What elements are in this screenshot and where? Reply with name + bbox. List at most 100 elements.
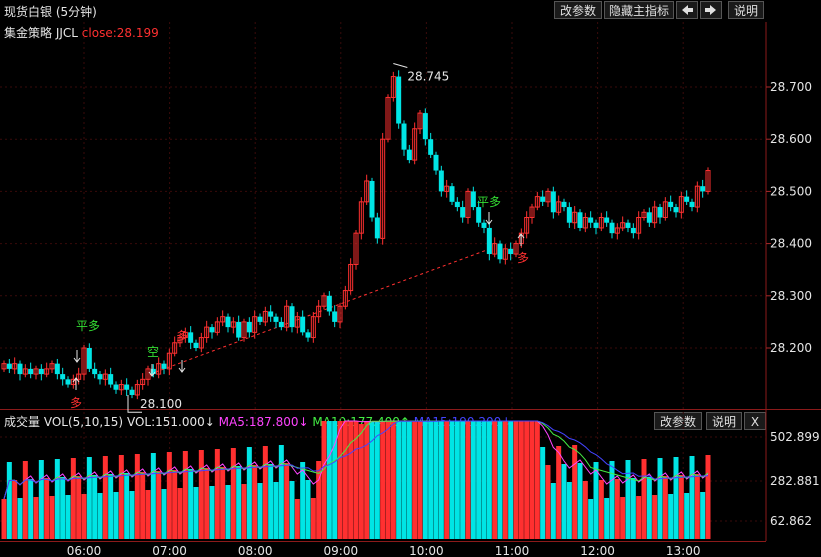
volume-bar — [694, 474, 700, 539]
candle-body — [481, 222, 487, 228]
price-axis-label: 28.600 — [770, 132, 812, 146]
volume-bar — [705, 455, 711, 539]
candle-body — [220, 316, 226, 323]
candle-body — [134, 384, 140, 396]
candle-body — [44, 368, 50, 375]
volume-bar — [588, 499, 594, 539]
volume-bar — [182, 451, 188, 539]
candle-body — [609, 222, 615, 234]
volume-bar — [684, 493, 690, 539]
candle-body — [257, 316, 263, 322]
signal-label: 多 — [176, 329, 188, 343]
candle-body — [406, 149, 412, 161]
volume-bar — [470, 421, 476, 539]
volume-bar — [428, 421, 434, 539]
candle-body — [33, 368, 39, 375]
time-axis-label: 12:00 — [580, 544, 615, 557]
volume-bar — [246, 447, 252, 539]
candle-body — [593, 222, 599, 228]
signal-arrow-head — [73, 357, 81, 363]
candle-body — [614, 227, 620, 234]
signal-arrow-head — [485, 219, 493, 225]
candle-body — [358, 201, 364, 234]
volume-ma-lines — [3, 420, 709, 500]
volume-bar — [150, 453, 156, 539]
candle-body — [60, 374, 66, 380]
candle-body — [561, 201, 567, 208]
volume-help-button[interactable]: 说明 — [706, 412, 742, 430]
volume-bar — [353, 421, 359, 539]
volume-bar — [204, 468, 210, 539]
volume-bar — [380, 421, 386, 539]
candle-body — [524, 217, 530, 234]
volume-bar — [337, 421, 343, 539]
candle-body — [380, 138, 386, 239]
signal-arrow-head — [178, 367, 186, 373]
candle-body — [646, 212, 652, 223]
high-annotation-line — [393, 63, 408, 68]
candle-body — [641, 211, 647, 218]
change-params-button[interactable]: 改参数 — [554, 1, 602, 19]
volume-bar — [417, 421, 423, 539]
volume-bar — [65, 495, 71, 539]
volume-value: VOL:151.000↓ — [126, 415, 215, 429]
time-axis-label: 13:00 — [666, 544, 701, 557]
volume-bar — [289, 481, 295, 539]
volume-bar — [572, 445, 578, 539]
volume-bar — [124, 473, 130, 539]
volume-bar — [662, 476, 668, 539]
candle-body — [230, 321, 236, 328]
volume-bar — [273, 482, 279, 539]
candle-body — [97, 374, 103, 380]
volume-axis-label: 502.899 — [770, 430, 820, 444]
volume-bar — [465, 421, 471, 539]
candle-body — [38, 368, 44, 375]
candle-body — [529, 206, 535, 218]
candle-body — [566, 207, 572, 223]
volume-bar — [385, 421, 391, 539]
candle-body — [86, 348, 92, 369]
volume-bar — [60, 477, 66, 539]
candle-body — [396, 76, 402, 124]
candle-body — [140, 378, 146, 386]
volume-bar — [364, 421, 370, 539]
candle-body — [572, 211, 578, 224]
signal-label: 多 — [517, 251, 529, 265]
volume-bar — [6, 462, 12, 539]
volume-close-button[interactable]: X — [744, 412, 766, 430]
volume-bar — [33, 497, 39, 539]
low-annotation-line — [127, 394, 142, 413]
candle-body — [662, 201, 668, 218]
price-axis-label: 28.200 — [770, 341, 812, 355]
volume-bar — [374, 421, 380, 539]
volume-bar — [321, 421, 327, 539]
candle-body — [214, 321, 220, 333]
volume-bar — [481, 421, 487, 539]
volume-bar — [476, 421, 482, 539]
volume-bar — [156, 471, 162, 539]
volume-bar — [38, 460, 44, 539]
volume-params-button[interactable]: 改参数 — [654, 412, 702, 430]
arrow-right-icon[interactable] — [700, 1, 722, 19]
help-button[interactable]: 说明 — [728, 1, 764, 19]
volume-bar — [438, 421, 444, 539]
candle-body — [534, 196, 540, 208]
volume-bar — [193, 487, 199, 539]
hide-main-indicator-button[interactable]: 隐藏主指标 — [604, 1, 674, 19]
ma10-line — [3, 420, 709, 500]
candle-body — [422, 113, 428, 140]
candle-body — [102, 373, 108, 380]
volume-bar — [81, 494, 87, 539]
candle-body — [273, 316, 279, 322]
arrow-left-icon[interactable] — [676, 1, 698, 19]
volume-bar — [620, 497, 626, 539]
candle-body — [497, 243, 503, 260]
candle-body — [470, 191, 476, 208]
volume-bar — [545, 465, 551, 539]
candle-body — [300, 316, 306, 333]
signal-label: 平多 — [76, 319, 100, 333]
volume-bar — [108, 474, 114, 539]
candle-body — [390, 76, 396, 98]
candle-body — [65, 379, 71, 385]
candle-body — [369, 180, 375, 218]
